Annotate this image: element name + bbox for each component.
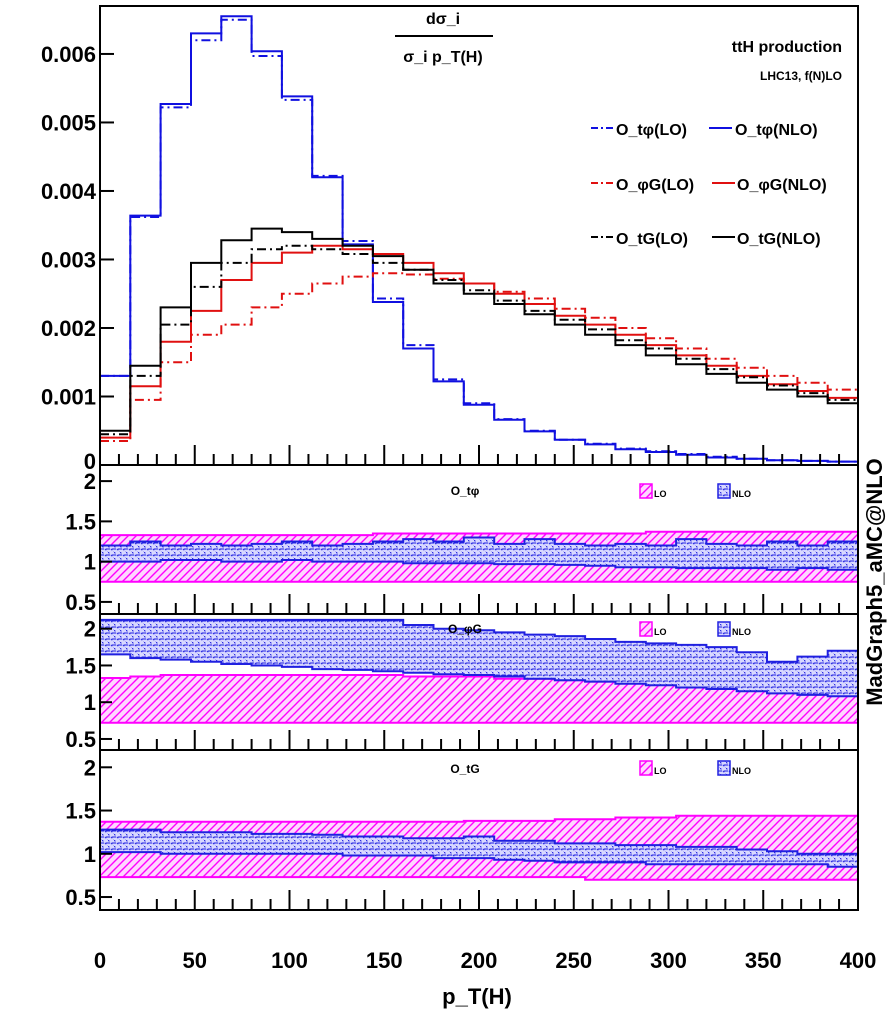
ratio-legend-label-lo: LO <box>654 766 667 776</box>
band-nlo <box>99 536 859 571</box>
ratio-legend-swatch-lo <box>639 621 653 637</box>
ratio-legend-swatch-lo <box>639 483 653 499</box>
series-line-5 <box>100 227 858 432</box>
legend-label-ophig-nlo: O_φG(NLO) <box>737 177 827 194</box>
x-tick-label: 50 <box>183 948 207 973</box>
main-y-tick-label: 0.006 <box>41 42 96 67</box>
ratio-y-tick-label: 2 <box>84 469 96 494</box>
ratio-legend-label-nlo: NLO <box>732 489 751 499</box>
legend-label-otg-lo: O_tG(LO) <box>616 231 688 248</box>
x-tick-label: 150 <box>366 948 403 973</box>
ratio-legend-swatch-nlo <box>717 760 731 776</box>
ratio-y-tick-label: 0.5 <box>65 727 96 752</box>
band-nlo <box>99 828 859 868</box>
series-line-4 <box>100 244 858 436</box>
ratio-legend-label-nlo: NLO <box>732 766 751 776</box>
energy-label: LHC13, f(N)LO <box>760 69 842 83</box>
ratio-y-tick-label: 1.5 <box>65 509 96 534</box>
x-tick-label: 200 <box>461 948 498 973</box>
title-numerator: dσ_i <box>426 11 460 28</box>
ratio-y-tick-label: 1.5 <box>65 799 96 824</box>
main-y-tick-label: 0.002 <box>41 316 96 341</box>
x-tick-label: 400 <box>840 948 877 973</box>
ratio-panel-2: 0.5 1 1.5 2 O_φG LO NLO <box>65 613 859 752</box>
x-axis-label: p_T(H) <box>442 984 512 1009</box>
ratio-legend-swatch-nlo <box>717 621 731 637</box>
main-title: dσ_i σ_i p_T(H) <box>395 11 493 66</box>
legend-row-otphi: O_tφ(LO) O_tφ(NLO) <box>591 122 818 139</box>
band-nlo <box>99 618 859 698</box>
ratio-y-tick-label: 1 <box>84 550 96 575</box>
legend-label-otphi-lo: O_tφ(LO) <box>616 122 687 139</box>
main-panel: 0.001 0.002 0.003 0.004 0.005 0.006 0 <box>41 5 859 474</box>
x-tick-label: 350 <box>745 948 782 973</box>
series-line-1 <box>100 15 858 463</box>
ratio-panel-1: 0.5 1 1.5 2 O_tφ LO NLO <box>65 464 859 615</box>
series-line-2 <box>100 272 858 442</box>
ratio-y-tick-label: 0.5 <box>65 590 96 615</box>
ratio-operator-label: O_φG <box>448 622 482 636</box>
ratio-y-tick-label: 2 <box>84 755 96 780</box>
ratio-y-tick-label: 0.5 <box>65 885 96 910</box>
x-tick-label: 250 <box>555 948 592 973</box>
main-y-tick-label: 0.003 <box>41 247 96 272</box>
legend-label-otphi-nlo: O_tφ(NLO) <box>735 122 818 139</box>
ratio-operator-label: O_tG <box>450 762 479 776</box>
ratio-legend-label-lo: LO <box>654 489 667 499</box>
main-series-group <box>100 15 858 463</box>
ratio-panel-3: 0.5 1 1.5 2 O_tG LO NLO <box>65 749 859 911</box>
x-tick-labels: 0 50 100 150 200 250 300 350 400 <box>94 948 876 973</box>
ratio-legend-label-nlo: NLO <box>732 627 751 637</box>
ratio-y-tick-label: 1.5 <box>65 653 96 678</box>
main-y-tick-label: 0.005 <box>41 110 96 135</box>
ratio-y-tick-label: 1 <box>84 842 96 867</box>
x-tick-label: 0 <box>94 948 106 973</box>
ratio-legend-swatch-lo <box>639 760 653 776</box>
series-line-0 <box>100 18 858 463</box>
generator-side-label: MadGraph5_aMC@NLO <box>862 458 887 706</box>
legend-row-ophig: O_φG(LO) O_φG(NLO) <box>591 177 827 194</box>
legend-row-otg: O_tG(LO) O_tG(NLO) <box>591 231 821 248</box>
series-line-3 <box>100 244 858 439</box>
ratio-legend-label-lo: LO <box>654 627 667 637</box>
process-label: ttH production <box>732 39 842 56</box>
legend-label-otg-nlo: O_tG(NLO) <box>737 231 821 248</box>
main-y-zero-label: 0 <box>84 449 96 474</box>
main-y-tick-label: 0.001 <box>41 384 96 409</box>
ratio-y-tick-label: 2 <box>84 617 96 642</box>
x-tick-label: 300 <box>650 948 687 973</box>
ratio-legend-swatch-nlo <box>717 483 731 499</box>
ratio-operator-label: O_tφ <box>451 484 480 498</box>
legend-label-ophig-lo: O_φG(LO) <box>616 177 694 194</box>
x-tick-label: 100 <box>271 948 308 973</box>
main-legend: O_tφ(LO) O_tφ(NLO) O_φG(LO) O_φG(NLO) O_… <box>591 122 827 248</box>
ratio-y-tick-label: 1 <box>84 690 96 715</box>
main-y-tick-label: 0.004 <box>41 179 97 204</box>
title-denominator: σ_i p_T(H) <box>403 49 482 66</box>
